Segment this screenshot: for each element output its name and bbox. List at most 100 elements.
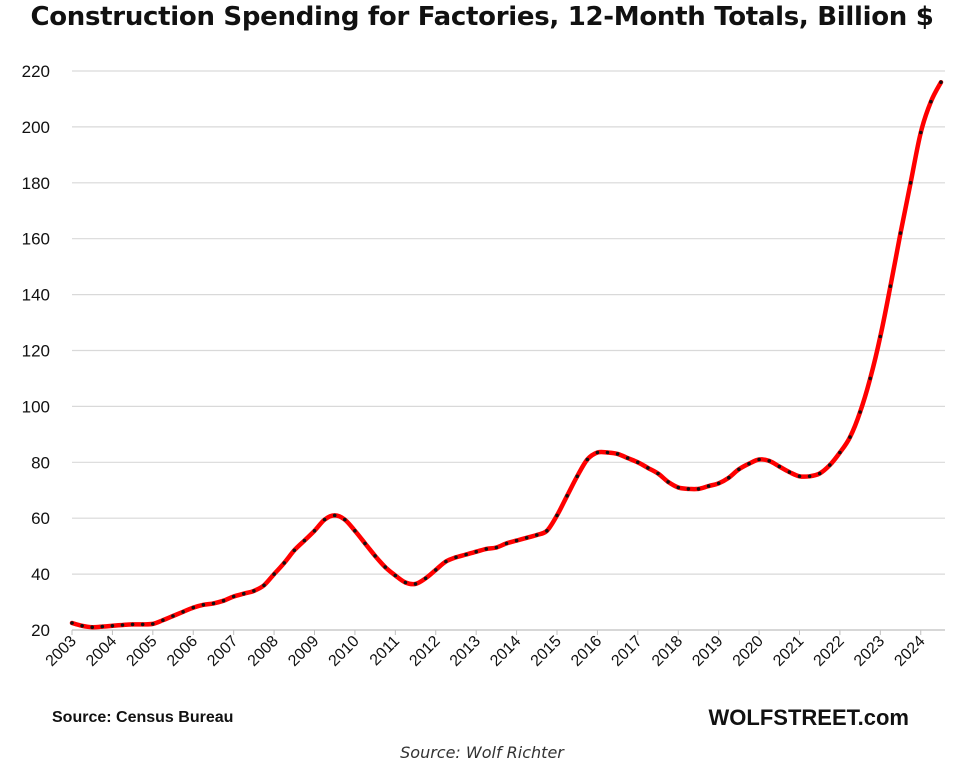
x-tick-label: 2007: [204, 633, 241, 670]
data-point: [80, 624, 84, 628]
x-tick-label: 2010: [326, 633, 363, 670]
data-point: [474, 549, 479, 554]
y-axis-ticks: 20 40 60 80 100 120 140 160 180 200 220: [22, 62, 50, 640]
x-tick-label: 2015: [528, 633, 565, 670]
data-point: [211, 601, 216, 606]
data-point: [423, 576, 428, 581]
x-tick-label: 2005: [123, 633, 160, 670]
data-point: [666, 480, 670, 484]
data-point: [646, 466, 650, 470]
data-point: [737, 467, 741, 472]
data-point: [807, 474, 812, 479]
data-point: [777, 464, 782, 469]
x-tick-label: 2014: [487, 633, 524, 670]
chart-title: Construction Spending for Factories, 12-…: [30, 2, 934, 32]
x-tick-label: 2017: [608, 633, 645, 670]
data-point: [70, 621, 74, 625]
data-point: [242, 591, 246, 596]
data-point: [908, 181, 913, 185]
x-tick-label: 2020: [730, 633, 767, 670]
x-axis-ticks: 2003 2004 2005 2006 2007 2008 2009 2010 2011 2012…: [43, 630, 929, 670]
data-point: [828, 463, 832, 467]
x-tick-label: 2004: [83, 633, 120, 670]
x-tick-label: 2022: [811, 633, 848, 670]
data-point: [464, 552, 468, 557]
data-point: [727, 475, 731, 480]
data-point: [696, 487, 701, 491]
data-point: [312, 529, 317, 533]
data-point: [262, 583, 266, 588]
x-tick-label: 2024: [891, 633, 928, 670]
x-tick-label: 2019: [689, 633, 726, 670]
data-point: [403, 580, 408, 585]
data-point: [201, 603, 206, 607]
data-point: [888, 284, 893, 289]
x-tick-label: 2008: [245, 633, 282, 670]
data-point: [817, 471, 822, 476]
data-point: [575, 474, 579, 479]
x-tick-label: 2016: [568, 633, 605, 670]
data-point: [625, 456, 630, 460]
y-tick-label: 140: [22, 286, 50, 305]
brand-label: WOLFSTREET.com: [708, 705, 909, 730]
y-tick-label: 180: [22, 174, 50, 193]
data-point: [565, 494, 569, 498]
data-point: [605, 450, 610, 455]
y-tick-label: 80: [31, 453, 50, 472]
data-point: [706, 484, 711, 488]
data-point: [322, 517, 327, 522]
data-point: [747, 461, 751, 466]
data-point: [919, 130, 923, 135]
data-point: [110, 624, 115, 628]
y-tick-label: 40: [31, 565, 50, 584]
data-point: [120, 623, 125, 627]
data-point: [555, 513, 559, 518]
data-point: [171, 614, 175, 618]
data-point: [161, 618, 165, 622]
data-point: [585, 457, 590, 462]
data-point: [838, 450, 842, 455]
data-point: [716, 481, 721, 486]
data-point: [130, 622, 135, 627]
data-point: [514, 538, 519, 543]
x-tick-label: 2006: [164, 633, 201, 670]
data-point: [757, 457, 761, 462]
data-point: [434, 568, 438, 572]
data-point: [292, 548, 297, 553]
data-point: [373, 554, 377, 558]
x-tick-label: 2023: [851, 633, 888, 670]
data-point: [858, 410, 862, 414]
data-point: [676, 485, 681, 490]
data-point: [767, 459, 771, 463]
data-point: [636, 460, 640, 465]
y-tick-label: 200: [22, 118, 50, 137]
data-point: [100, 624, 105, 629]
data-point: [504, 541, 509, 546]
y-tick-label: 220: [22, 62, 50, 81]
data-point: [252, 589, 256, 593]
data-point: [494, 545, 499, 550]
data-point: [151, 622, 155, 626]
data-point: [444, 559, 448, 564]
data-point: [181, 610, 185, 614]
source-note: Source: Census Bureau: [52, 709, 234, 726]
data-point: [929, 99, 933, 104]
data-point: [272, 572, 276, 576]
data-point: [393, 573, 398, 578]
data-point: [454, 555, 458, 560]
data-point: [939, 80, 943, 84]
data-point: [868, 376, 872, 381]
y-tick-label: 20: [31, 621, 50, 640]
data-point: [848, 435, 852, 439]
data-point: [413, 582, 418, 586]
data-point: [363, 541, 367, 546]
data-point: [524, 536, 529, 540]
data-point: [332, 513, 337, 518]
y-tick-label: 100: [22, 397, 50, 416]
data-point: [383, 565, 388, 569]
data-point: [231, 594, 236, 599]
x-tick-label: 2012: [406, 633, 443, 670]
data-point: [595, 450, 600, 455]
data-point: [545, 529, 549, 533]
